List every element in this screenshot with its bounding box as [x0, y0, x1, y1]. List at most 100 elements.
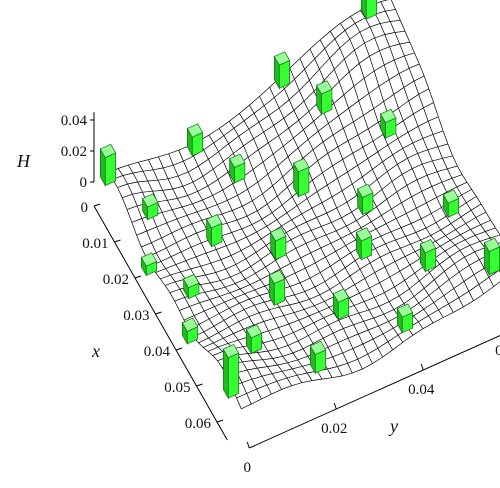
- mesh-line: [107, 172, 242, 409]
- bar-top: [142, 193, 159, 208]
- x-tick-label: 0.05: [164, 380, 190, 396]
- mesh-line: [319, 39, 454, 313]
- bar-top: [419, 239, 437, 254]
- mesh-line: [137, 162, 272, 395]
- mesh-line: [107, 0, 389, 174]
- z-axis-title: H: [16, 151, 31, 171]
- bar: [419, 239, 437, 273]
- mesh-line: [188, 145, 323, 380]
- bar-face: [298, 166, 310, 198]
- bar: [140, 252, 158, 277]
- bar-top: [245, 324, 263, 339]
- mesh-line: [329, 31, 464, 308]
- mesh-line: [249, 105, 383, 358]
- bar-top: [206, 214, 223, 229]
- bar-top: [181, 317, 199, 332]
- bar: [309, 340, 327, 375]
- bar-top: [186, 123, 204, 138]
- x-tick-label: 0: [81, 200, 89, 216]
- mesh-line: [279, 77, 414, 336]
- bar-top: [183, 273, 200, 289]
- mesh-line: [350, 16, 484, 295]
- bar: [142, 193, 159, 221]
- mesh-line: [148, 159, 282, 390]
- bar-face: [360, 0, 367, 21]
- bar-top: [396, 303, 414, 318]
- x-tick-mark: [93, 203, 101, 207]
- bar: [442, 189, 460, 219]
- x-axis-title: x: [91, 341, 100, 361]
- bar-top: [99, 143, 117, 159]
- mesh-line: [269, 87, 404, 343]
- mesh-line: [360, 10, 495, 287]
- bar: [355, 227, 373, 261]
- bar-top: [273, 51, 291, 66]
- x-tick-label: 0.04: [144, 344, 171, 360]
- mesh-line: [340, 23, 474, 301]
- bar: [293, 158, 310, 198]
- y-axis-title: y: [388, 416, 398, 436]
- z-tick-label: 0.02: [61, 144, 87, 160]
- y-axis-line: [249, 335, 500, 449]
- bar: [357, 183, 374, 216]
- mesh-line: [380, 1, 500, 252]
- y-tick-label: 0.06: [495, 343, 500, 359]
- y-tick-mark: [246, 441, 250, 449]
- x-tick-mark: [216, 419, 224, 423]
- bar: [99, 143, 117, 187]
- mesh-line: [228, 121, 363, 370]
- mesh-line: [231, 258, 500, 388]
- mesh-line: [289, 67, 424, 329]
- bar-top: [293, 158, 310, 173]
- bar-face: [104, 152, 117, 187]
- bar: [245, 324, 263, 355]
- x-tick-label: 0.02: [103, 272, 129, 288]
- bar-top: [332, 288, 350, 303]
- mesh-line: [179, 174, 463, 311]
- bar: [206, 214, 223, 248]
- x-tick-label: 0.06: [185, 416, 212, 432]
- x-tick-mark: [175, 347, 183, 351]
- mesh-line: [178, 150, 313, 381]
- bar-top: [442, 189, 460, 204]
- mesh-line: [390, 0, 500, 236]
- x-tick-mark: [134, 275, 142, 279]
- bar-top: [229, 153, 246, 168]
- mesh-line: [158, 156, 292, 386]
- mesh-line: [239, 113, 373, 364]
- labels-group: 0 0.01 0.02 0.03 0.04 0.05 0.06 x 0 0.02 0.04 0.06 y…: [16, 113, 500, 476]
- x-tick-label: 0.03: [123, 308, 149, 324]
- z-tick-label: 0: [80, 175, 88, 191]
- bar: [270, 227, 287, 261]
- y-tick-label: 0.02: [321, 421, 347, 437]
- mesh-line: [259, 96, 394, 350]
- y-tick-label: 0: [244, 460, 252, 476]
- mesh-line: [222, 242, 500, 369]
- x-tick-label: 0.01: [82, 236, 108, 252]
- bar: [332, 288, 350, 321]
- mesh-line: [160, 130, 444, 280]
- mesh-line: [168, 153, 303, 383]
- mesh-line: [370, 5, 500, 273]
- mesh-line: [117, 19, 401, 188]
- bar-face: [365, 0, 378, 20]
- bar-top: [222, 344, 240, 359]
- bar: [268, 269, 286, 307]
- bar: [181, 317, 199, 346]
- bar: [380, 108, 397, 140]
- x-tick-mark: [114, 239, 121, 243]
- bar: [273, 51, 291, 90]
- bar-top: [316, 80, 333, 95]
- bar: [186, 123, 204, 158]
- y-tick-mark: [333, 402, 337, 410]
- bar-top: [268, 269, 286, 285]
- bar-top: [380, 108, 397, 124]
- x-tick-mark: [196, 383, 203, 387]
- bar: [183, 273, 200, 300]
- bar: [483, 237, 500, 277]
- mesh-line: [198, 140, 333, 378]
- bar-top: [357, 183, 374, 198]
- y-tick-mark: [420, 363, 424, 371]
- x-axis-line: [93, 205, 228, 441]
